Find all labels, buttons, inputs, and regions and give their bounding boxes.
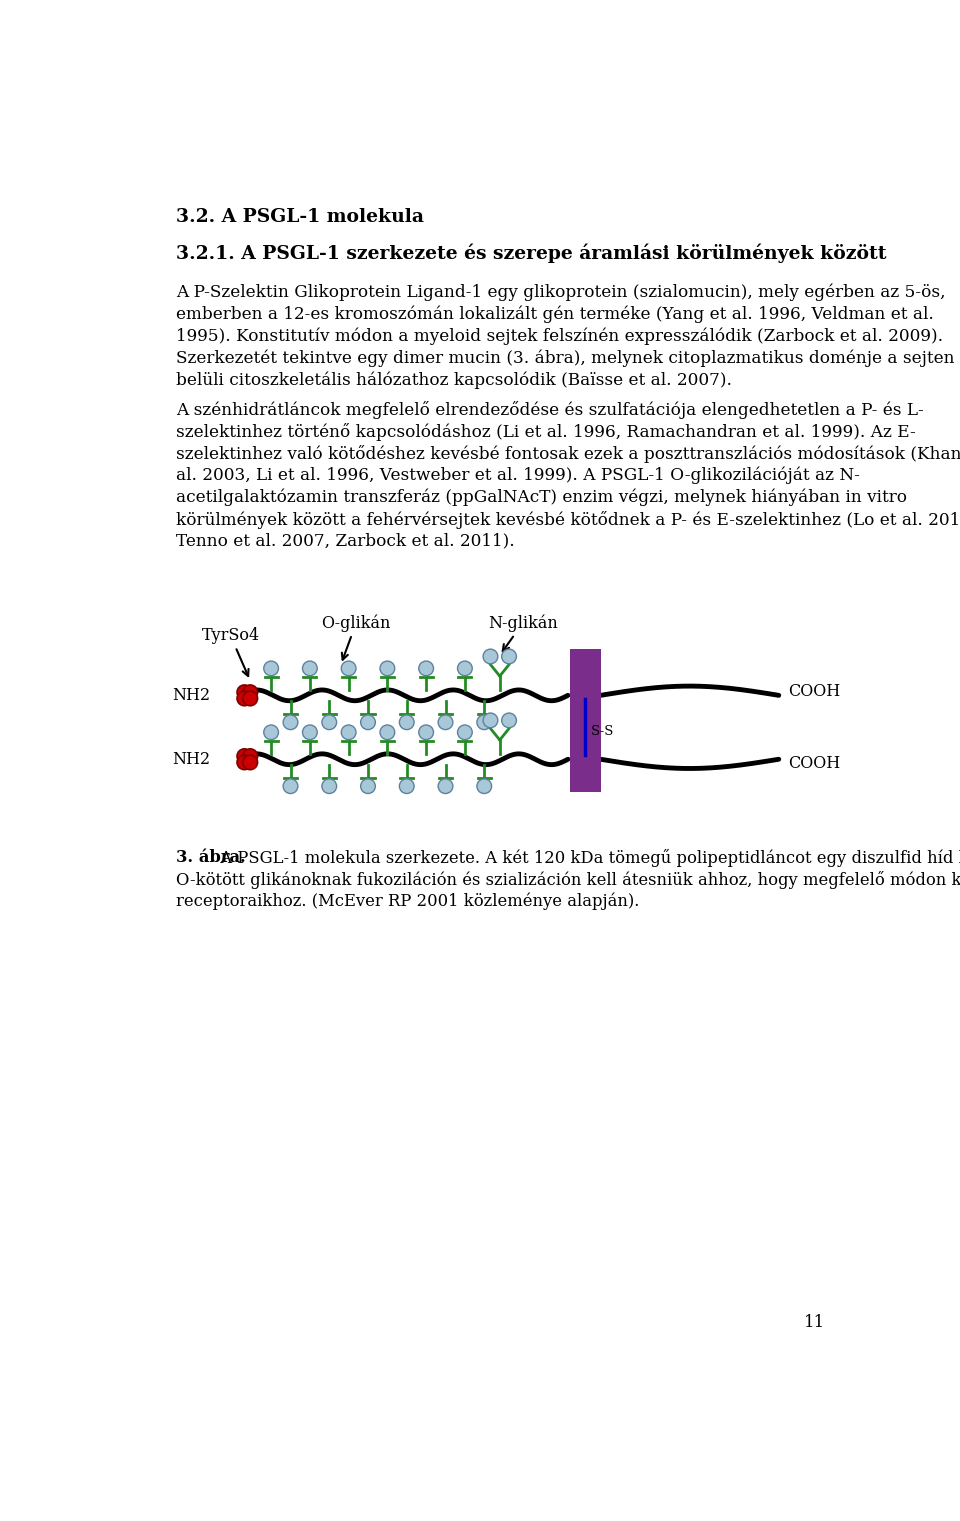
Text: NH2: NH2 [172, 751, 210, 768]
Circle shape [302, 662, 317, 675]
Circle shape [361, 779, 375, 794]
Circle shape [380, 726, 395, 739]
Text: A PSGL-1 molekula szerkezete. A két 120 kDa tömegű polipeptidláncot egy diszulfi: A PSGL-1 molekula szerkezete. A két 120 … [214, 849, 960, 867]
Text: 3.2.1. A PSGL-1 szerkezete és szerepe áramlási körülmények között: 3.2.1. A PSGL-1 szerkezete és szerepe ár… [176, 243, 886, 263]
Text: TyrSo4: TyrSo4 [202, 627, 259, 675]
Circle shape [237, 748, 252, 764]
Circle shape [477, 779, 492, 794]
Circle shape [438, 715, 453, 730]
Text: COOH: COOH [788, 683, 840, 700]
Text: al. 2003, Li et al. 1996, Vestweber et al. 1999). A PSGL-1 O-glikozilációját az : al. 2003, Li et al. 1996, Vestweber et a… [176, 467, 859, 484]
Circle shape [399, 779, 414, 794]
Text: N-glikán: N-glikán [488, 614, 558, 651]
Text: szelektinhez történő kapcsolódáshoz (Li et al. 1996, Ramachandran et al. 1999). : szelektinhez történő kapcsolódáshoz (Li … [176, 423, 916, 441]
Text: A P-Szelektin Glikoprotein Ligand-1 egy glikoprotein (szialomucin), mely egérben: A P-Szelektin Glikoprotein Ligand-1 egy … [176, 283, 946, 301]
Circle shape [237, 754, 252, 770]
Text: A szénhidrátláncok megfelelő elrendeződése és szulfatációja elengedhetetlen a P-: A szénhidrátláncok megfelelő elrendeződé… [176, 402, 924, 418]
Circle shape [458, 662, 472, 675]
Circle shape [419, 662, 434, 675]
Circle shape [477, 715, 492, 730]
Text: NH2: NH2 [172, 687, 210, 704]
Circle shape [458, 726, 472, 739]
Circle shape [302, 726, 317, 739]
Text: S-S: S-S [590, 724, 613, 738]
Circle shape [341, 662, 356, 675]
Text: 11: 11 [804, 1314, 826, 1331]
Circle shape [243, 748, 257, 764]
Text: körülmények között a fehérvérsejtek kevésbé kötődnek a P- és E-szelektinhez (Lo : körülmények között a fehérvérsejtek kevé… [176, 511, 960, 528]
Circle shape [283, 779, 298, 794]
Text: 3.2. A PSGL-1 molekula: 3.2. A PSGL-1 molekula [176, 208, 423, 227]
Text: emberben a 12-es kromoszómán lokalizált gén terméke (Yang et al. 1996, Veldman e: emberben a 12-es kromoszómán lokalizált … [176, 306, 934, 322]
Circle shape [264, 662, 278, 675]
Circle shape [237, 691, 252, 706]
Circle shape [380, 662, 395, 675]
Circle shape [283, 715, 298, 730]
Circle shape [483, 649, 498, 663]
Circle shape [243, 684, 257, 700]
Circle shape [438, 779, 453, 794]
Text: Szerkezetét tekintve egy dimer mucin (3. ábra), melynek citoplazmatikus doménje : Szerkezetét tekintve egy dimer mucin (3.… [176, 350, 954, 367]
Circle shape [322, 715, 337, 730]
Text: acetilgalaktózamin transzferáz (ppGalNAcT) enzim végzi, melynek hiányában in vit: acetilgalaktózamin transzferáz (ppGalNAc… [176, 488, 907, 506]
Text: O-glikán: O-glikán [322, 614, 391, 660]
Text: belüli citoszkeletális hálózathoz kapcsolódik (Baïsse et al. 2007).: belüli citoszkeletális hálózathoz kapcso… [176, 371, 732, 389]
Circle shape [483, 713, 498, 727]
Circle shape [399, 715, 414, 730]
Circle shape [243, 691, 257, 706]
Bar [569, 649, 601, 791]
Circle shape [361, 715, 375, 730]
Circle shape [322, 779, 337, 794]
Circle shape [237, 684, 252, 700]
Text: O-kötött glikánoknak fukoziláción és szializáción kell átesniük ahhoz, hogy megf: O-kötött glikánoknak fukoziláción és szi… [176, 872, 960, 888]
Text: 1995). Konstitutív módon a myeloid sejtek felszínén expresszálódik (Zarbock et a: 1995). Konstitutív módon a myeloid sejte… [176, 327, 943, 345]
Text: szelektinhez való kötődéshez kevésbé fontosak ezek a poszttranszlációs módosítás: szelektinhez való kötődéshez kevésbé fon… [176, 444, 960, 462]
Circle shape [502, 713, 516, 727]
Circle shape [264, 726, 278, 739]
Text: receptoraikhoz. (McEver RP 2001 közleménye alapján).: receptoraikhoz. (McEver RP 2001 közlemén… [176, 893, 639, 910]
Circle shape [341, 726, 356, 739]
Text: 3. ábra.: 3. ábra. [176, 849, 246, 867]
Text: COOH: COOH [788, 754, 840, 771]
Text: Tenno et al. 2007, Zarbock et al. 2011).: Tenno et al. 2007, Zarbock et al. 2011). [176, 532, 515, 549]
Circle shape [243, 754, 257, 770]
Circle shape [502, 649, 516, 663]
Circle shape [419, 726, 434, 739]
